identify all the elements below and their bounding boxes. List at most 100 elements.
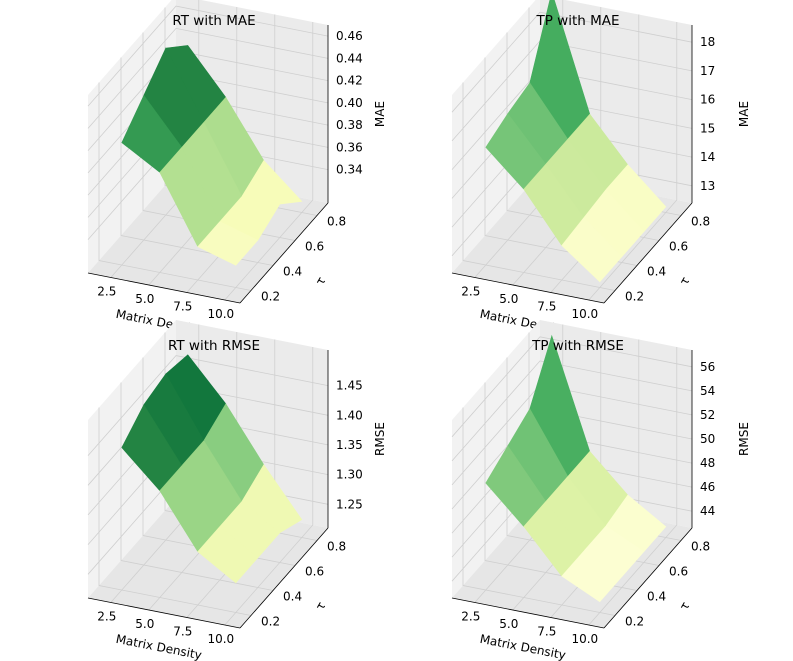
surface [485, 0, 667, 283]
y-tick-label: 0.8 [691, 215, 710, 229]
x-tick-label: 7.5 [537, 625, 556, 639]
y-tick-label: 0.4 [283, 590, 302, 604]
surface-patch [561, 217, 623, 283]
z-tick-label: 1.45 [336, 379, 363, 393]
chart-title: TP with MAE [535, 13, 619, 29]
chart-3: 2.5 5.0 7.5 10.0 0.20.40.60.8 1.25 1.30 1.35 1.4… [87, 320, 387, 661]
gridline-x [588, 22, 678, 301]
z-tick-label: 44 [700, 504, 715, 518]
z-tick-label: 0.38 [336, 118, 363, 132]
chart-1: 2.5 5.0 7.5 10.0 0.20.40.60.8 0.34 0.36 0.38 0.4… [87, 0, 387, 337]
chart-4: 2.55.07.510.00.20.40.60.844464850525456M… [451, 320, 751, 661]
x-tick-label: 5.0 [135, 617, 154, 631]
z-tick-label: 13 [700, 179, 715, 193]
x-tick-label: 2.5 [461, 610, 480, 624]
surface [485, 334, 667, 603]
chart-title: RT with MAE [172, 13, 255, 29]
z-tick-label: 50 [700, 432, 715, 446]
y-tick-label: 0.6 [305, 565, 324, 579]
y-axis-line [239, 527, 329, 629]
y-axis-line [603, 202, 693, 304]
x-axis-line [87, 272, 241, 304]
x-tick-label: 7.5 [537, 300, 556, 314]
gridline-x [224, 22, 314, 301]
x-axis-line [451, 272, 605, 304]
z-tick-label: 17 [700, 64, 715, 78]
x-tick-label: 5.0 [135, 292, 154, 306]
y-tick-label: 0.2 [261, 615, 280, 629]
y-tick-label: 0.2 [625, 290, 644, 304]
x-tick-label: 10.0 [207, 307, 234, 321]
gridlines [87, 324, 329, 626]
gridline-z [87, 5, 329, 107]
y-axis-line [603, 527, 693, 629]
x-tick-label: 10.0 [571, 632, 598, 646]
z-tick-label: 54 [700, 384, 715, 398]
y-tick-label: 0.2 [625, 615, 644, 629]
z-tick-label: 0.40 [336, 96, 363, 110]
chart-title: TP with RMSE [531, 338, 624, 354]
y-tick-label: 0.6 [669, 565, 688, 579]
y-axis-label: τ [677, 274, 693, 287]
y-tick-label: 0.4 [283, 265, 302, 279]
x-tick-label: 7.5 [173, 625, 192, 639]
z-tick-label: 0.34 [336, 163, 363, 177]
y-tick-label: 0.6 [669, 240, 688, 254]
x-axis-line [87, 597, 241, 629]
gridline-z [451, 360, 693, 462]
z-tick-label: 0.42 [336, 74, 363, 88]
gridline-x [224, 347, 314, 626]
z-axis-label: MAE [737, 101, 751, 127]
z-axis-label: RMSE [737, 422, 751, 456]
z-tick-label: 48 [700, 456, 715, 470]
y-tick-label: 0.4 [647, 265, 666, 279]
y-axis-label: τ [313, 274, 329, 287]
y-tick-label: 0.4 [647, 590, 666, 604]
x-tick-label: 2.5 [97, 610, 116, 624]
x-tick-label: 5.0 [499, 617, 518, 631]
surface [121, 354, 303, 584]
x-tick-label: 7.5 [173, 300, 192, 314]
z-tick-label: 15 [700, 121, 715, 135]
chart-title: RT with RMSE [168, 338, 260, 354]
y-tick-label: 0.8 [327, 540, 346, 554]
z-tick-label: 46 [700, 480, 715, 494]
y-axis-label: τ [677, 599, 693, 612]
z-tick-label: 18 [700, 35, 715, 49]
gridline-y [120, 382, 274, 591]
surface-patch [197, 526, 259, 584]
z-tick-label: 1.40 [336, 408, 363, 422]
y-tick-label: 0.6 [305, 240, 324, 254]
z-axis-label: RMSE [373, 422, 387, 456]
y-tick-label: 0.8 [691, 540, 710, 554]
gridline-z [451, 11, 693, 113]
x-tick-label: 5.0 [499, 292, 518, 306]
z-tick-label: 0.46 [336, 29, 363, 43]
z-tick-label: 0.44 [336, 51, 363, 65]
gridline-z [451, 336, 693, 438]
z-tick-label: 16 [700, 93, 715, 107]
gridline-y [462, 407, 616, 616]
z-tick-label: 56 [700, 360, 715, 374]
y-tick-label: 0.8 [327, 215, 346, 229]
y-axis-label: τ [313, 599, 329, 612]
x-axis-line [451, 597, 605, 629]
z-axis-label: MAE [373, 101, 387, 127]
z-tick-label: 14 [700, 150, 715, 164]
z-tick-label: 0.36 [336, 140, 363, 154]
surface [121, 45, 303, 266]
y-tick-label: 0.2 [261, 290, 280, 304]
x-tick-label: 2.5 [97, 285, 116, 299]
gridline-x [588, 347, 678, 626]
surface-patch [561, 550, 623, 603]
x-tick-label: 2.5 [461, 285, 480, 299]
gridline-y [98, 407, 252, 616]
x-tick-label: 10.0 [571, 307, 598, 321]
z-tick-label: 52 [700, 408, 715, 422]
surface-patch [197, 221, 259, 266]
chart-2: 2.55.07.510.00.20.40.60.8131415161718Mat… [451, 0, 751, 337]
gridline-y [98, 82, 252, 291]
y-axis-line [239, 202, 329, 304]
gridline-z [87, 27, 329, 129]
